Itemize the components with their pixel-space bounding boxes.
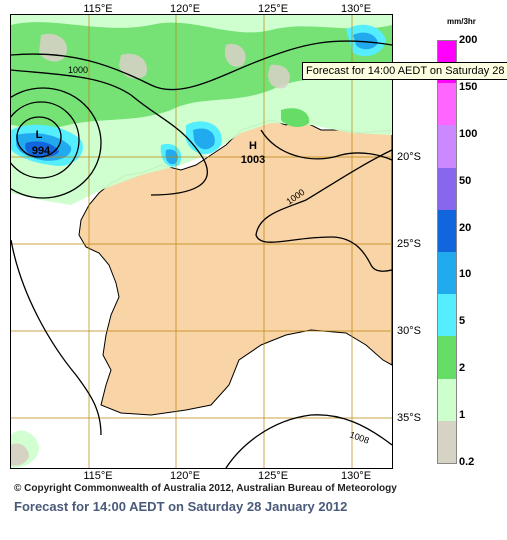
precip-legend: [437, 40, 457, 464]
lon-label-top: 120°E: [169, 3, 201, 15]
lon-label-top: 125°E: [257, 3, 289, 15]
legend-value: 100: [459, 127, 478, 140]
isobars: [11, 40, 392, 468]
legend-swatch: [438, 83, 456, 126]
legend-value: 0.2: [459, 456, 475, 468]
legend-value: 200: [459, 34, 478, 46]
legend-value: 1: [459, 409, 466, 422]
legend-value: 20: [459, 221, 472, 234]
legend-swatch: [438, 209, 456, 252]
high-pressure-value: 1003: [240, 154, 266, 166]
low-pressure-symbol: L: [35, 129, 43, 141]
lat-label: 20°S: [397, 151, 421, 163]
legend-swatch: [438, 167, 456, 210]
legend-value: 50: [459, 174, 472, 187]
low-pressure-value: 994: [31, 145, 51, 157]
lat-label: 35°S: [397, 412, 421, 424]
lon-label-bottom: 125°E: [257, 470, 289, 482]
legend-swatch: [438, 252, 456, 295]
forecast-tooltip: Forecast for 14:00 AEDT on Saturday 28: [302, 62, 507, 80]
legend-swatch: [438, 294, 456, 337]
precip-layer: [11, 15, 392, 468]
lon-label-top: 130°E: [340, 3, 372, 15]
legend-value: 10: [459, 268, 472, 281]
legend-value: 2: [459, 362, 466, 375]
legend-swatch: [438, 336, 456, 379]
legend-unit: mm/3hr: [447, 17, 476, 26]
lat-label: 25°S: [397, 238, 421, 250]
lon-label-top: 115°E: [83, 3, 113, 15]
map-canvas: 1000 1000 1008: [11, 15, 392, 468]
forecast-caption: Forecast for 14:00 AEDT on Saturday 28 J…: [14, 499, 348, 514]
legend-value: 150: [459, 80, 478, 93]
legend-value: 5: [459, 315, 466, 328]
lon-label-bottom: 120°E: [169, 470, 201, 482]
lon-label-bottom: 130°E: [340, 470, 372, 482]
lat-label: 30°S: [397, 325, 421, 337]
forecast-map[interactable]: 1000 1000 1008 L 994 H 1003: [10, 14, 393, 469]
copyright-text: © Copyright Commonwealth of Australia 20…: [14, 483, 397, 494]
high-pressure-symbol: H: [249, 140, 257, 152]
legend-swatch: [438, 125, 456, 168]
lon-label-bottom: 115°E: [83, 470, 113, 482]
legend-swatch: [438, 378, 456, 421]
legend-swatch: [438, 420, 456, 463]
isobar-label: 1000: [68, 65, 88, 75]
